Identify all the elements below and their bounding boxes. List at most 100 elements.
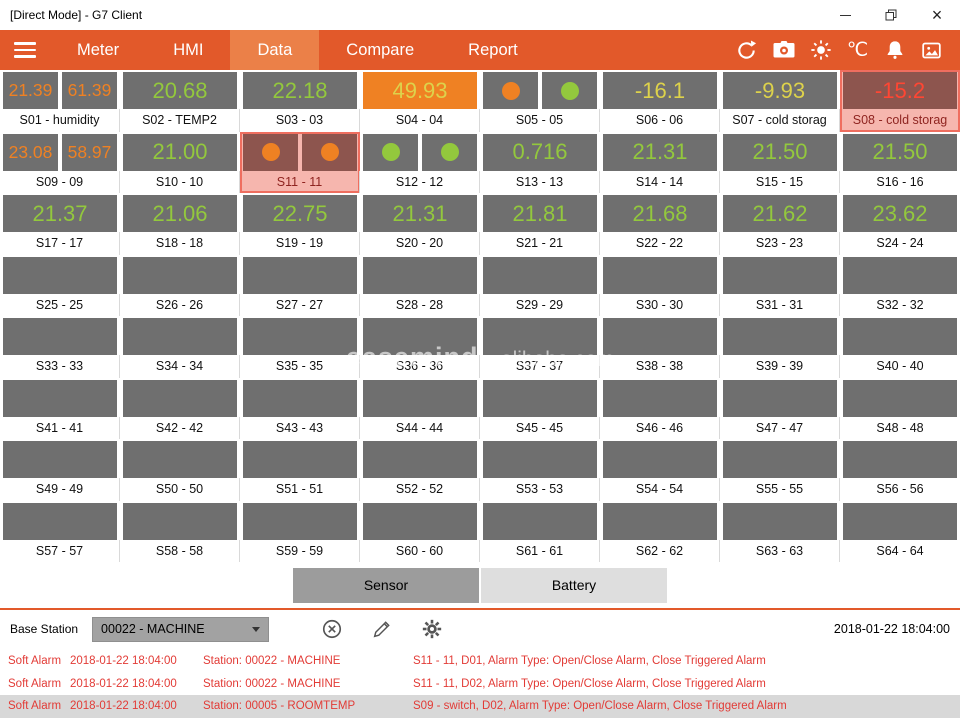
- sensor-tile-s46[interactable]: S46 - 46: [600, 377, 720, 439]
- sensor-tile-s55[interactable]: S55 - 55: [720, 439, 840, 501]
- sensor-tile-s41[interactable]: S41 - 41: [0, 377, 120, 439]
- sensor-tile-s31[interactable]: S31 - 31: [720, 254, 840, 316]
- sensor-tile-s60[interactable]: S60 - 60: [360, 500, 480, 562]
- sensor-tile-s38[interactable]: S38 - 38: [600, 316, 720, 378]
- sensor-tile-s61[interactable]: S61 - 61: [480, 500, 600, 562]
- sensor-tile-s26[interactable]: S26 - 26: [120, 254, 240, 316]
- sensor-tile-s32[interactable]: S32 - 32: [840, 254, 960, 316]
- sensor-tile-s37[interactable]: S37 - 37: [480, 316, 600, 378]
- sensor-tile-s39[interactable]: S39 - 39: [720, 316, 840, 378]
- sensor-tile-s44[interactable]: S44 - 44: [360, 377, 480, 439]
- sensor-tile-s12[interactable]: S12 - 12: [360, 131, 480, 193]
- sensor-tile-s64[interactable]: S64 - 64: [840, 500, 960, 562]
- sensor-tile-s47[interactable]: S47 - 47: [720, 377, 840, 439]
- sensor-tile-s24[interactable]: 23.62 S24 - 24: [840, 193, 960, 255]
- sensor-tile-s13[interactable]: 0.716 S13 - 13: [480, 131, 600, 193]
- alarm-row-1[interactable]: Soft Alarm 2018-01-22 18:04:00 Station: …: [0, 650, 960, 673]
- sensor-tile-s33[interactable]: S33 - 33: [0, 316, 120, 378]
- sensor-value-box: 21.31: [363, 195, 477, 232]
- sensor-tile-s08[interactable]: -15.2 S08 - cold storag: [840, 70, 960, 132]
- sensor-tile-s22[interactable]: 21.68 S22 - 22: [600, 193, 720, 255]
- sensor-tile-s07[interactable]: -9.93 S07 - cold storag: [720, 70, 840, 132]
- sensor-tile-s04[interactable]: 49.93 S04 - 04: [360, 70, 480, 132]
- base-station-select[interactable]: 00022 - MACHINE: [92, 616, 270, 642]
- sensor-tile-s03[interactable]: 22.18 S03 - 03: [240, 70, 360, 132]
- sensor-tile-s02[interactable]: 20.68 S02 - TEMP2: [120, 70, 240, 132]
- sensor-tile-s17[interactable]: 21.37 S17 - 17: [0, 193, 120, 255]
- sensor-tile-s51[interactable]: S51 - 51: [240, 439, 360, 501]
- brightness-icon[interactable]: [802, 39, 839, 61]
- sensor-label: S64 - 64: [876, 543, 924, 558]
- sensor-tile-s36[interactable]: S36 - 36: [360, 316, 480, 378]
- camera-icon[interactable]: [765, 38, 802, 62]
- sensor-value-area: [3, 502, 117, 540]
- restore-button[interactable]: [868, 0, 914, 30]
- sensor-tile-s43[interactable]: S43 - 43: [240, 377, 360, 439]
- sensor-tile-s53[interactable]: S53 - 53: [480, 439, 600, 501]
- tab-compare[interactable]: Compare: [346, 40, 415, 59]
- close-button[interactable]: ×: [914, 0, 960, 30]
- sensor-tile-s05[interactable]: S05 - 05: [480, 70, 600, 132]
- sensor-tile-s52[interactable]: S52 - 52: [360, 439, 480, 501]
- sensor-tile-s35[interactable]: S35 - 35: [240, 316, 360, 378]
- sensor-value-box: [363, 441, 477, 478]
- edit-pencil-icon[interactable]: [371, 618, 393, 640]
- sensor-tile-s59[interactable]: S59 - 59: [240, 500, 360, 562]
- sensor-tile-s14[interactable]: 21.31 S14 - 14: [600, 131, 720, 193]
- settings-gear-icon[interactable]: [421, 618, 443, 640]
- sensor-tile-s54[interactable]: S54 - 54: [600, 439, 720, 501]
- alarm-bell-icon[interactable]: [876, 39, 913, 61]
- tab-data[interactable]: Data: [230, 30, 320, 70]
- sensor-tile-s28[interactable]: S28 - 28: [360, 254, 480, 316]
- sensor-tile-s20[interactable]: 21.31 S20 - 20: [360, 193, 480, 255]
- sensor-tile-s21[interactable]: 21.81 S21 - 21: [480, 193, 600, 255]
- battery-tab-button[interactable]: Battery: [481, 567, 667, 603]
- sensor-label: S19 - 19: [240, 232, 360, 255]
- sensor-tile-s58[interactable]: S58 - 58: [120, 500, 240, 562]
- sensor-tile-s62[interactable]: S62 - 62: [600, 500, 720, 562]
- sensor-tile-s23[interactable]: 21.62 S23 - 23: [720, 193, 840, 255]
- sensor-tile-s29[interactable]: S29 - 29: [480, 254, 600, 316]
- sensor-label: S07 - cold storag: [720, 109, 840, 132]
- alarm-time: 2018-01-22 18:04:00: [70, 655, 177, 668]
- sensor-tile-s40[interactable]: S40 - 40: [840, 316, 960, 378]
- sensor-value-box: [483, 502, 597, 540]
- sensor-tile-s30[interactable]: S30 - 30: [600, 254, 720, 316]
- sensor-tile-s57[interactable]: S57 - 57: [0, 500, 120, 562]
- sensor-tile-s45[interactable]: S45 - 45: [480, 377, 600, 439]
- alarm-detail: S11 - 11, D02, Alarm Type: Open/Close Al…: [413, 677, 766, 690]
- sensor-value-box: 22.75: [243, 195, 357, 232]
- sensor-tile-s16[interactable]: 21.50 S16 - 16: [840, 131, 960, 193]
- sensor-label: S42 - 42: [120, 416, 240, 439]
- sensor-tile-s63[interactable]: S63 - 63: [720, 500, 840, 562]
- temperature-unit-button[interactable]: ℃: [846, 39, 869, 61]
- gallery-icon[interactable]: [913, 40, 950, 61]
- sensor-value-area: [483, 256, 597, 294]
- sensor-tile-s25[interactable]: S25 - 25: [0, 254, 120, 316]
- sensor-tile-s10[interactable]: 21.00 S10 - 10: [120, 131, 240, 193]
- sensor-tile-s06[interactable]: -16.1 S06 - 06: [600, 70, 720, 132]
- tab-meter[interactable]: Meter: [77, 40, 120, 59]
- sensor-tab-button[interactable]: Sensor: [293, 567, 479, 603]
- minimize-button[interactable]: [822, 0, 868, 30]
- sensor-tile-s42[interactable]: S42 - 42: [120, 377, 240, 439]
- alarm-row-2[interactable]: Soft Alarm 2018-01-22 18:04:00 Station: …: [0, 673, 960, 696]
- sensor-tile-s34[interactable]: S34 - 34: [120, 316, 240, 378]
- tab-hmi[interactable]: HMI: [173, 40, 204, 59]
- tab-report[interactable]: Report: [468, 40, 518, 59]
- menu-icon[interactable]: [0, 30, 50, 70]
- sensor-tile-s50[interactable]: S50 - 50: [120, 439, 240, 501]
- sensor-tile-s09[interactable]: 23.08 58.97 S09 - 09: [0, 131, 120, 193]
- cancel-icon[interactable]: [321, 618, 343, 640]
- sensor-tile-s15[interactable]: 21.50 S15 - 15: [720, 131, 840, 193]
- sensor-tile-s49[interactable]: S49 - 49: [0, 439, 120, 501]
- sensor-tile-s01[interactable]: 21.39 61.39 S01 - humidity: [0, 70, 120, 132]
- sensor-tile-s56[interactable]: S56 - 56: [840, 439, 960, 501]
- sensor-tile-s11[interactable]: S11 - 11: [240, 131, 360, 193]
- sensor-tile-s19[interactable]: 22.75 S19 - 19: [240, 193, 360, 255]
- sensor-tile-s27[interactable]: S27 - 27: [240, 254, 360, 316]
- sync-icon[interactable]: [728, 39, 765, 62]
- sensor-tile-s18[interactable]: 21.06 S18 - 18: [120, 193, 240, 255]
- alarm-row-3[interactable]: Soft Alarm 2018-01-22 18:04:00 Station: …: [0, 695, 960, 718]
- sensor-tile-s48[interactable]: S48 - 48: [840, 377, 960, 439]
